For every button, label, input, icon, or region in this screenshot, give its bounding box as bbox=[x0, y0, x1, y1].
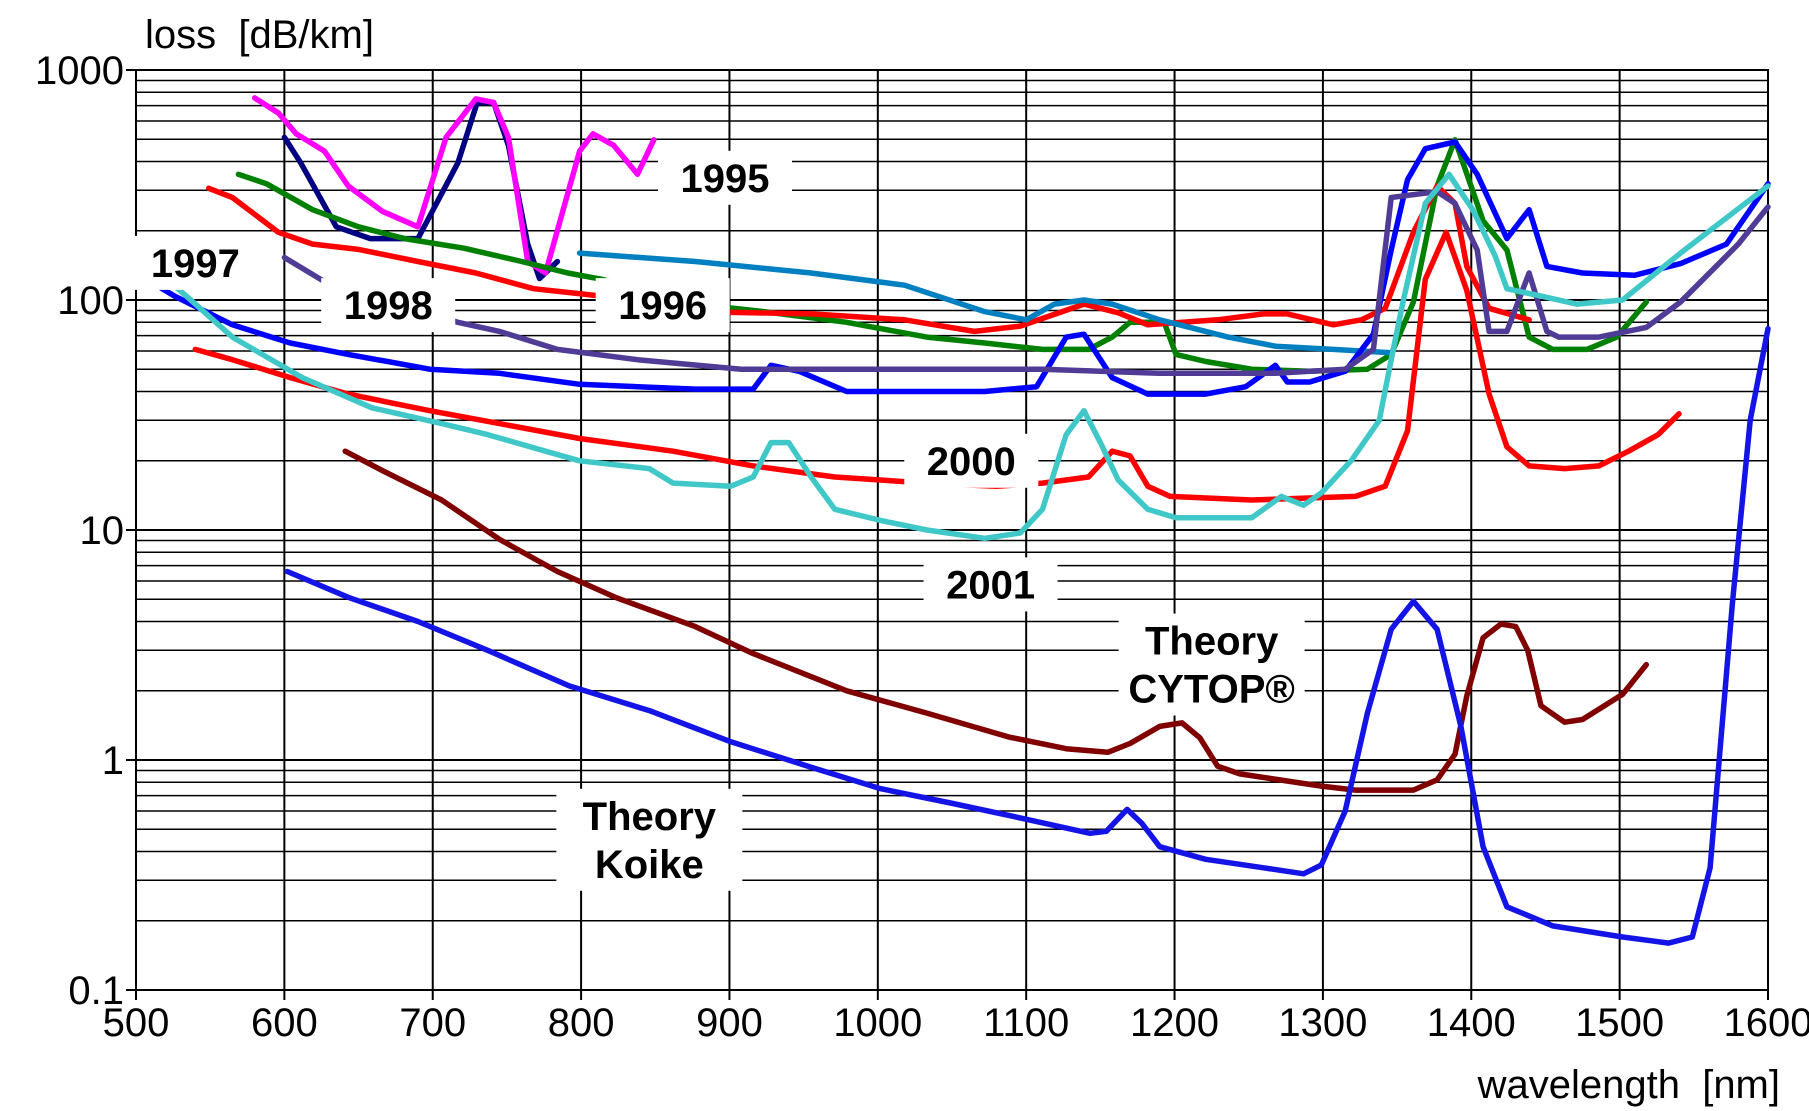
series-line bbox=[576, 250, 1394, 356]
y-tick-label: 1 bbox=[102, 739, 124, 783]
y-tick-label: 1000 bbox=[35, 49, 124, 93]
label-box bbox=[904, 433, 1039, 488]
x-tick-label: 1600 bbox=[1724, 1001, 1809, 1045]
label-box bbox=[1118, 613, 1305, 716]
label-box bbox=[923, 557, 1058, 612]
x-tick-label: 700 bbox=[399, 1001, 466, 1045]
x-tick-label: 500 bbox=[103, 1001, 170, 1045]
x-tick-label: 800 bbox=[548, 1001, 615, 1045]
x-axis-label: wavelength [nm] bbox=[1477, 1063, 1780, 1107]
series-label: 1997 bbox=[151, 242, 240, 286]
series-label: 1998 bbox=[344, 284, 433, 328]
series-label: Theory Koike bbox=[583, 795, 717, 887]
y-tick-label: 0.1 bbox=[68, 969, 124, 1013]
series-label: 2000 bbox=[927, 440, 1016, 484]
series-line bbox=[281, 188, 1771, 377]
label-box bbox=[556, 788, 743, 891]
series-line bbox=[192, 229, 1682, 503]
lines bbox=[133, 95, 1771, 946]
series-label: 2001 bbox=[946, 563, 1035, 607]
y-axis-label: loss [dB/km] bbox=[145, 13, 374, 57]
series-line bbox=[251, 95, 657, 276]
x-tick-label: 1400 bbox=[1427, 1001, 1516, 1045]
label-box bbox=[658, 150, 793, 205]
series-line bbox=[342, 448, 1650, 793]
y-tick-label: 100 bbox=[57, 279, 124, 323]
series-line bbox=[235, 137, 1650, 375]
label-box bbox=[595, 278, 730, 333]
x-tick-label: 600 bbox=[251, 1001, 318, 1045]
series-line bbox=[284, 325, 1771, 946]
y-tick-label: 10 bbox=[80, 509, 125, 553]
x-tick-label: 1300 bbox=[1278, 1001, 1367, 1045]
x-tick-label: 1200 bbox=[1130, 1001, 1219, 1045]
series-label: Theory CYTOP® bbox=[1128, 620, 1295, 712]
x-tick-label: 1500 bbox=[1575, 1001, 1664, 1045]
plot-frame bbox=[135, 69, 1769, 991]
series-label: 1995 bbox=[681, 157, 770, 201]
x-tick-label: 1000 bbox=[833, 1001, 922, 1045]
label-box bbox=[128, 235, 263, 290]
series-line bbox=[133, 171, 1771, 542]
labels: 1995 1996 1997 1998 2000 2001 Theory CYTOP® Theo… bbox=[128, 150, 1305, 891]
x-tick-label: 1100 bbox=[983, 1001, 1069, 1045]
series-line bbox=[133, 139, 1771, 397]
series-label: 1996 bbox=[618, 284, 707, 328]
x-tick-label: 900 bbox=[696, 1001, 763, 1045]
label-box bbox=[321, 278, 456, 333]
